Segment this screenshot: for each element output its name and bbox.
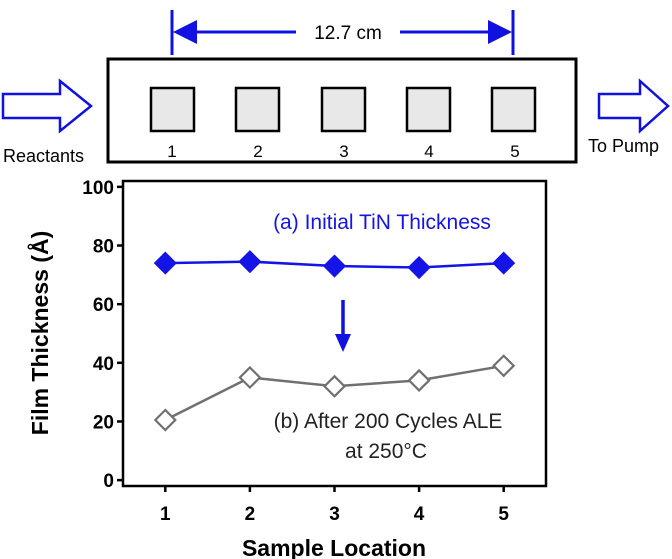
sample-square-4 [405,86,452,133]
sample-number-5: 5 [510,142,519,161]
outlet-arrow-icon [597,78,670,134]
y-tick-label-0: 0 [103,471,114,492]
sample-number-1: 1 [167,142,176,161]
dimension-label: 12.7 cm [314,23,382,44]
data-point-initial-3 [322,254,347,278]
y-tick-label-80: 80 [93,237,114,258]
x-axis-label: Sample Location [242,535,426,559]
x-axis-ticks: 1 2 3 4 5 [160,504,509,525]
series-b-label-line2: at 250°C [345,440,427,463]
sample-number-4: 4 [424,142,433,161]
reactor-diagram: 12.7 cm 1 2 3 4 5 Reactants To Pump [1,10,670,166]
y-tick-label-40: 40 [93,354,114,375]
data-point-initial-1 [153,251,177,275]
data-point-after-ale-3 [322,374,347,398]
y-tick-label-60: 60 [93,295,114,316]
sample-number-3: 3 [339,142,348,161]
x-tick-label-5: 5 [498,504,509,525]
sample-number-2: 2 [253,142,262,161]
sample-square-5 [490,86,537,133]
outlet-label: To Pump [588,136,659,156]
series-markers [153,250,516,432]
inlet-arrow-icon [1,78,93,134]
data-point-after-ale-1 [153,408,177,432]
y-axis-ticks: 0 20 40 60 80 100 [82,178,114,492]
axis-tick-marks [117,185,505,492]
data-point-initial-2 [238,250,262,274]
series-b-label-line1: (b) After 200 Cycles ALE [274,410,503,433]
x-tick-label-3: 3 [329,504,340,525]
data-point-initial-5 [492,251,516,275]
thickness-chart: 0 20 40 60 80 100 1 2 3 4 5 Sample Locat… [26,178,548,559]
x-tick-label-2: 2 [245,504,256,525]
data-point-after-ale-2 [238,365,262,390]
y-tick-label-20: 20 [93,412,114,433]
reactor-chamber [106,57,578,164]
sample-square-1 [149,86,196,133]
y-axis-label: Film Thickness (Å) [26,231,53,435]
y-tick-label-100: 100 [82,178,114,199]
data-point-initial-4 [407,255,431,280]
data-point-after-ale-4 [407,368,431,392]
sample-square-2 [234,86,281,133]
data-point-after-ale-5 [492,354,516,378]
x-tick-label-4: 4 [414,504,425,525]
sample-square-3 [320,86,367,133]
series-a-label: (a) Initial TiN Thickness [273,211,491,234]
x-tick-label-1: 1 [160,504,171,525]
change-arrow-head-icon [335,334,351,352]
inlet-label: Reactants [3,146,84,166]
